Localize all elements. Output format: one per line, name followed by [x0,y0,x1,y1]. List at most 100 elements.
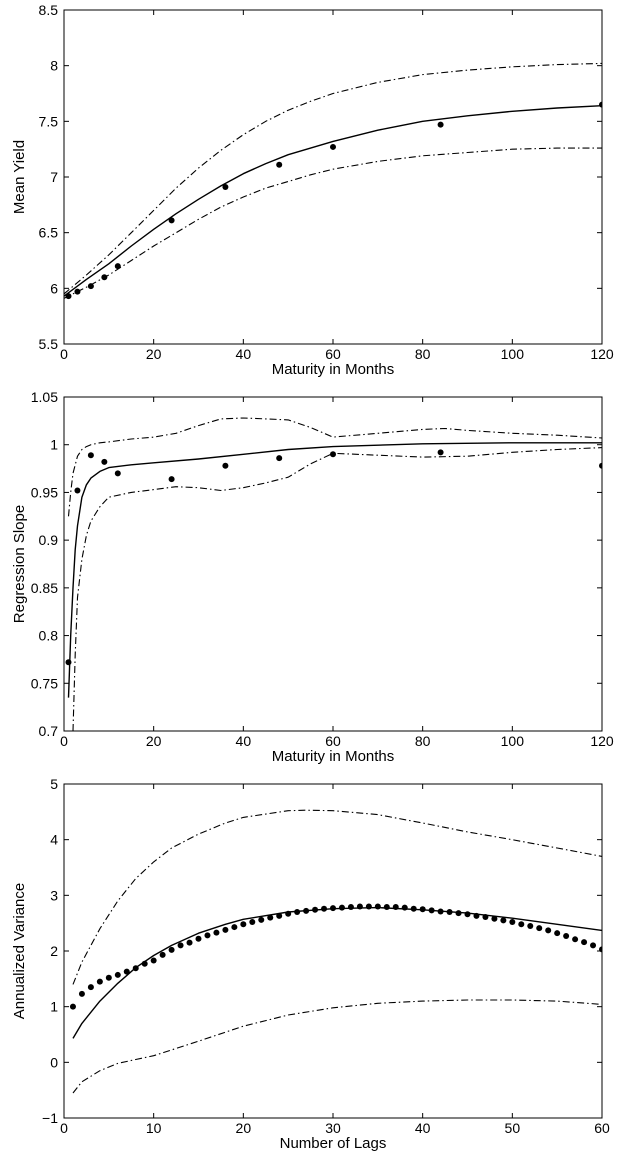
data-point [599,946,602,953]
data-point [267,914,274,921]
confidence-band-line [64,62,602,295]
data-point [69,1003,76,1010]
confidence-band-line [72,809,602,985]
data-point [437,908,444,915]
confidence-band-line [64,147,602,299]
data-point [330,905,336,912]
data-point [563,932,570,939]
x-tick-label: 50 [505,1120,521,1136]
data-point [437,449,444,456]
y-tick-label: 7 [50,169,58,185]
data-point [87,984,94,991]
data-point [446,909,453,916]
x-tick-label: 0 [60,1120,68,1136]
data-point [285,910,292,917]
y-tick-label: 5 [50,776,58,792]
regression-slope-plot: Maturity in Months Regression Slope 0 20 4… [11,389,614,765]
data-point [186,939,193,946]
data-point [276,455,283,462]
data-point [437,121,444,128]
data-point [500,917,507,924]
data-point [518,921,525,928]
data-point [581,939,588,946]
y-tick-label: 0.8 [39,628,59,644]
x-tick-label: 60 [325,733,341,749]
y-tick-label: 1 [50,999,58,1015]
y-tick-label: 6.5 [39,225,59,241]
data-point [303,907,310,914]
mean-yield-plot: Maturity in Months Mean Yield 0 20 40 60 80 1… [11,2,614,378]
data-point [177,942,184,949]
x-tick-label: 20 [146,346,162,362]
fitted-line [67,442,602,698]
data-point [132,965,139,972]
plot-0-ylabel: Mean Yield [11,140,28,214]
data-point [101,458,108,465]
y-tick-label: 0.9 [39,532,59,548]
data-point [168,946,175,953]
data-point [195,935,202,942]
data-point [114,971,121,978]
y-tick-label: 7.5 [39,113,59,129]
x-tick-label: 30 [325,1120,341,1136]
data-point [276,912,283,919]
data-point [572,936,579,943]
y-tick-label: 1 [50,437,58,453]
x-tick-label: 10 [146,1120,162,1136]
x-tick-label: 0 [60,346,68,362]
data-point [536,925,543,932]
plot-2-frame [63,783,603,1119]
data-point [356,903,363,910]
x-tick-label: 40 [236,733,252,749]
y-tick-label: 0.85 [31,580,58,596]
data-point [222,462,229,469]
x-tick-label: 20 [236,1120,252,1136]
annualized-variance-plot: Number of Lags Annualized Variance 0 10 20… [11,776,610,1152]
data-point [383,904,390,911]
data-point [419,906,426,913]
data-point [96,978,103,985]
plot-0-xlabel: Maturity in Months [272,361,395,378]
y-tick-label: 1.05 [31,389,58,405]
data-point [599,462,602,469]
data-point [74,487,81,494]
data-point [590,942,597,949]
data-point [545,927,552,934]
data-point [114,470,121,477]
y-tick-label: 0.75 [31,675,58,691]
data-point [258,916,265,923]
y-tick-label: 8.5 [39,2,59,18]
y-tick-label: 3 [50,887,58,903]
data-point [347,904,354,911]
data-point [365,903,372,910]
data-point [401,904,408,911]
data-point [213,929,220,936]
y-tick-label: 6 [50,280,58,296]
y-tick-label: 2 [50,943,58,959]
data-point [410,905,417,912]
data-point [428,907,435,914]
x-tick-label: 60 [594,1120,610,1136]
data-point [338,904,345,911]
x-tick-label: 0 [60,733,68,749]
plot-1-ylabel: Regression Slope [11,505,28,623]
data-point [330,143,336,150]
y-tick-label: −1 [42,1110,58,1126]
data-point [455,910,462,917]
data-point [392,904,399,911]
data-point [509,919,516,926]
x-tick-label: 40 [415,1120,431,1136]
data-point [464,911,471,918]
data-point [105,974,112,981]
fitted-line [64,105,602,297]
confidence-band-line [67,417,602,517]
data-point [150,957,157,964]
plot-2-ylabel: Annualized Variance [11,883,28,1019]
y-tick-label: 0.7 [39,723,59,739]
y-tick-label: 4 [50,832,58,848]
plot-1-xlabel: Maturity in Months [272,748,395,765]
data-point [114,263,121,270]
data-point [312,906,319,913]
data-point [87,452,94,459]
data-point [78,990,85,997]
